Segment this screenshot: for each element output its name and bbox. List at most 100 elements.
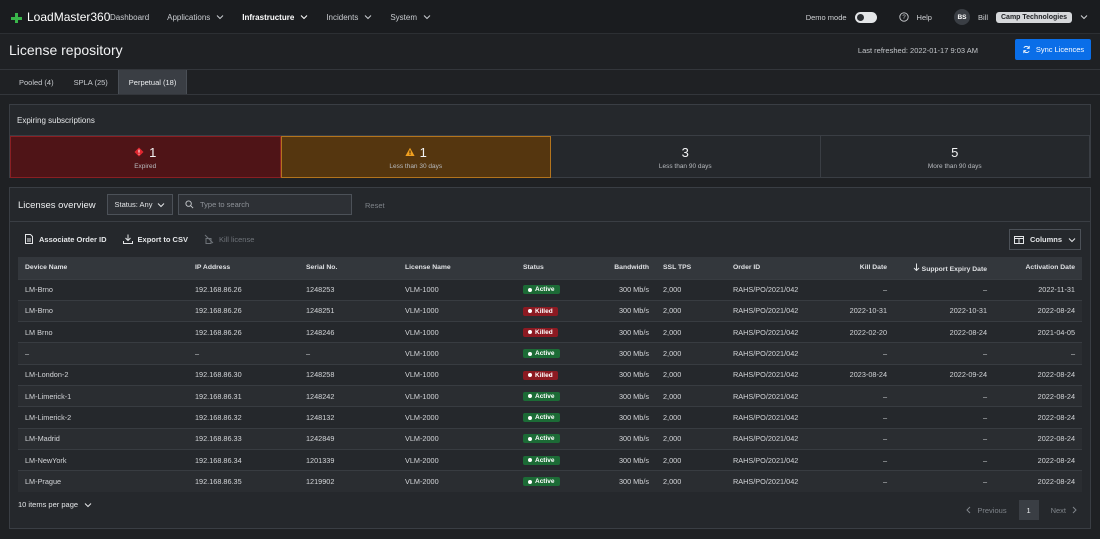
column-header[interactable]: SSL TPS [656,257,726,279]
column-header[interactable]: Serial No. [299,257,398,279]
next-button[interactable]: Next [1047,500,1081,520]
demo-toggle[interactable] [855,12,877,23]
table-cell: 300 Mb/s [588,364,656,385]
nav-item[interactable]: Applications [167,13,224,22]
cell-text: 1248246 [306,328,334,337]
column-label: Support Expiry Date [922,266,987,273]
column-header[interactable]: Activation Date [994,257,1082,279]
action-button[interactable]: Export to CSV [123,234,188,244]
expiry-card[interactable]: 1Expired [10,136,281,178]
cell-text: 192.168.86.35 [195,477,242,486]
cell-text: 300 Mb/s [619,434,649,443]
page-title: License repository [9,42,123,58]
sync-button[interactable]: Sync Licences [1015,39,1091,60]
cell-text: RAHS/PO/2021/042 [733,306,798,315]
cell-text: 2022-08-24 [1038,456,1075,465]
current-page[interactable]: 1 [1019,500,1039,520]
table-row[interactable]: –––VLM-1000Active300 Mb/s2,000RAHS/PO/20… [18,343,1082,364]
search-placeholder: Type to search [200,200,249,209]
tab[interactable]: Pooled (4) [9,70,64,94]
columns-icon [1014,236,1024,244]
page-size[interactable]: 10 items per page [18,500,92,509]
cell-text: 2,000 [663,434,681,443]
search-icon [185,200,194,209]
table-cell: LM Brno [18,322,188,343]
cell-text: 192.168.86.34 [195,456,242,465]
column-header[interactable]: License Name [398,257,516,279]
column-header[interactable]: Device Name [18,257,188,279]
columns-button[interactable]: Columns [1009,229,1081,250]
table-row[interactable]: LM-Prague192.168.86.351219902VLM-2000Act… [18,471,1082,492]
column-header[interactable]: Status [516,257,588,279]
table-cell: 192.168.86.32 [188,407,299,428]
card-label: Expired [134,163,156,170]
table-row[interactable]: LM-Limerick-2192.168.86.321248132VLM-200… [18,407,1082,428]
expiry-card[interactable]: 1 Less than 30 days [281,136,552,178]
cell-text: LM-Brno [25,285,53,294]
table-row[interactable]: LM-London-2192.168.86.301248258VLM-1000K… [18,364,1082,385]
column-label: Kill Date [860,264,887,271]
card-count: 5 [951,145,958,160]
table-cell: 2022-02-20 [826,322,894,343]
search-input[interactable]: Type to search [178,194,352,215]
cell-text: – [883,392,887,401]
table-cell: LM-Limerick-2 [18,407,188,428]
table-cell: Active [516,407,588,428]
expiry-card[interactable]: 5More than 90 days [821,136,1091,178]
table-row[interactable]: LM-Brno192.168.86.261248251VLM-1000Kille… [18,300,1082,321]
nav-item[interactable]: Dashboard [110,13,149,22]
column-header[interactable]: Order ID [726,257,826,279]
status-filter-label: Status: Any [115,200,153,209]
cell-text: 2,000 [663,477,681,486]
help-icon: ? [899,12,909,22]
brand[interactable]: LoadMaster360 [10,10,110,24]
table-cell: – [826,343,894,364]
action-button[interactable]: Associate Order ID [24,234,107,244]
cell-text: 300 Mb/s [619,328,649,337]
nav-item[interactable]: Incidents [326,13,372,22]
avatar[interactable]: BS [954,9,970,25]
cell-text: 2022-10-31 [950,306,987,315]
tab[interactable]: Perpetual (18) [118,70,188,94]
column-header[interactable]: IP Address [188,257,299,279]
column-header[interactable]: Support Expiry Date [894,257,994,279]
table-cell: 2022-08-24 [994,407,1082,428]
nav-item[interactable]: System [390,13,431,22]
action-button: Kill license [204,234,254,244]
table-cell: RAHS/PO/2021/042 [726,428,826,449]
column-label: License Name [405,264,451,271]
cell-text: – [883,434,887,443]
table-cell: – [894,407,994,428]
cell-text: LM-Prague [25,477,61,486]
table-cell: 192.168.86.33 [188,428,299,449]
org-switcher[interactable]: Camp Technologies [996,12,1072,23]
table-row[interactable]: LM Brno192.168.86.261248246VLM-1000Kille… [18,322,1082,343]
tab[interactable]: SPLA (25) [64,70,118,94]
status-filter[interactable]: Status: Any [107,194,173,215]
reset-button[interactable]: Reset [365,201,385,210]
table-row[interactable]: LM-Brno192.168.86.261248253VLM-1000Activ… [18,279,1082,300]
card-label: Less than 90 days [659,163,712,170]
table-cell: 2,000 [656,449,726,470]
column-header[interactable]: Kill Date [826,257,894,279]
cell-text: 1219902 [306,477,334,486]
help-link[interactable]: Help [917,13,932,22]
expiry-card[interactable]: 3Less than 90 days [551,136,821,178]
card-count: 1 [420,145,427,160]
table-row[interactable]: LM-Madrid192.168.86.331242849VLM-2000Act… [18,428,1082,449]
table-cell: VLM-2000 [398,428,516,449]
column-header[interactable]: Bandwidth [588,257,656,279]
table-cell: VLM-2000 [398,471,516,492]
expiring-panel: Expiring subscriptions 1Expired1Less tha… [9,104,1091,178]
cell-text: RAHS/PO/2021/042 [733,328,798,337]
panel-title: Licenses overview [18,200,96,211]
cell-text: LM-London-2 [25,370,68,379]
nav-item[interactable]: Infrastructure [242,13,308,22]
cell-text: VLM-2000 [405,413,439,422]
columns-label: Columns [1030,235,1062,244]
cell-text: 2022-08-24 [950,328,987,337]
table-row[interactable]: LM-NewYork192.168.86.341201339VLM-2000Ac… [18,449,1082,470]
card-label: Less than 30 days [389,163,442,170]
previous-button[interactable]: Previous [962,500,1010,520]
table-row[interactable]: LM-Limerick-1192.168.86.311248242VLM-100… [18,385,1082,406]
